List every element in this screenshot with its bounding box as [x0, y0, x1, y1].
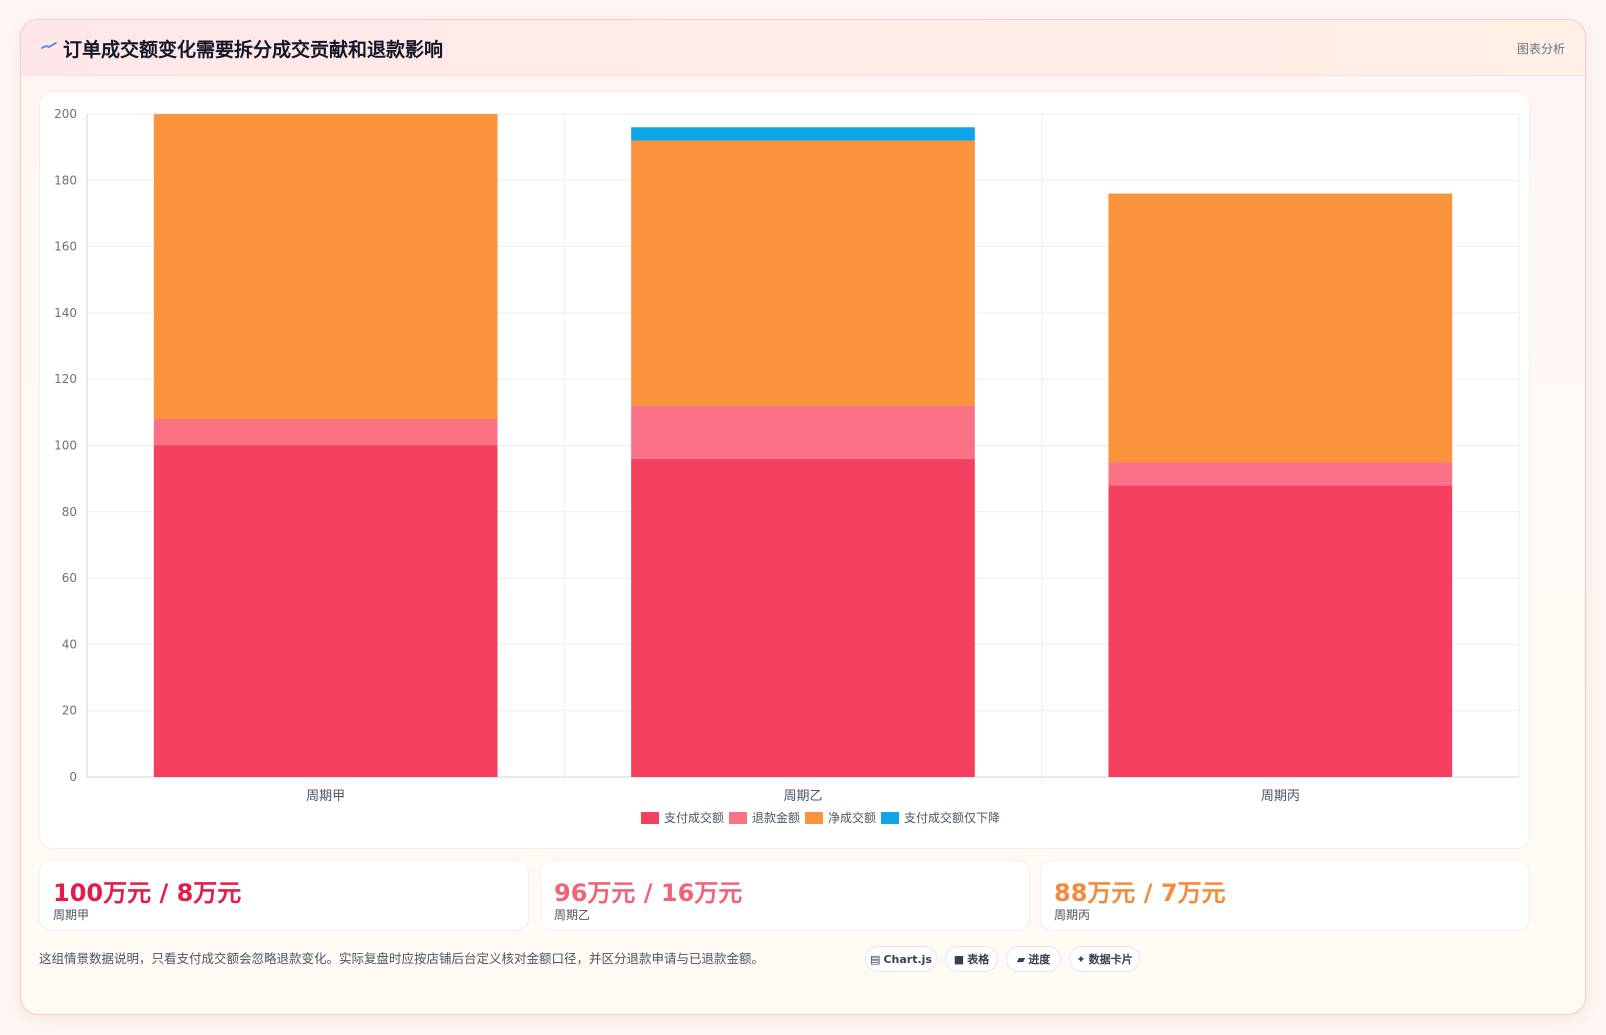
- y-tick-label: 80: [62, 505, 77, 519]
- stat-card-3: 88万元 / 7万元 周期丙: [1040, 860, 1530, 931]
- stat-label: 周期甲: [53, 908, 90, 922]
- footnote: 这组情景数据说明，只看支付成交额会忽略退款变化。实际复盘时应按店铺后台定义核对金…: [39, 951, 765, 966]
- bar-segment: [1108, 193, 1453, 463]
- stat-label: 周期乙: [554, 908, 591, 922]
- chip-label: 表格: [967, 953, 990, 966]
- progress-icon: ▰: [1016, 952, 1026, 966]
- bar-segment: [631, 140, 975, 406]
- wave-icon: [41, 42, 57, 49]
- stat-value: 88万元 / 7万元: [1054, 879, 1226, 907]
- bar-segment: [153, 445, 498, 777]
- legend-swatch: [729, 812, 747, 824]
- chart-icon: ▤: [870, 952, 881, 966]
- y-tick-label: 200: [54, 107, 77, 121]
- legend-swatch: [641, 812, 659, 824]
- legend-label: 支付成交额: [664, 810, 724, 825]
- y-tick-label: 140: [54, 306, 77, 320]
- chip-progress[interactable]: ▰ 进度: [1006, 946, 1061, 972]
- stacked-bar-chart: 0 20 40 60 80 100 120 140 160 180 200 周期甲 周期乙 周期丙支付成交…: [54, 107, 1520, 825]
- table-icon: ■: [953, 952, 965, 966]
- bar-segment: [631, 127, 975, 141]
- chart-card: 0 20 40 60 80 100 120 140 160 180 200 周期甲 周期乙 周期丙支付成交…: [39, 91, 1530, 849]
- chip-label: 数据卡片: [1088, 953, 1133, 966]
- stat-value: 100万元 / 8万元: [53, 879, 242, 907]
- stat-card-1: 100万元 / 8万元 周期甲: [39, 860, 529, 931]
- bar-segment: [1108, 462, 1453, 486]
- y-tick-label: 180: [54, 173, 77, 187]
- y-tick-label: 100: [54, 439, 77, 453]
- x-tick-label: 周期甲: [306, 789, 345, 804]
- chip-chartjs[interactable]: ▤ Chart.js: [865, 946, 937, 972]
- y-tick-label: 160: [54, 240, 77, 254]
- chip-label: 进度: [1028, 953, 1051, 966]
- chip-label: Chart.js: [883, 952, 932, 966]
- bar-segment: [631, 458, 975, 777]
- x-tick-label: 周期丙: [1261, 789, 1300, 804]
- x-tick-label: 周期乙: [783, 789, 822, 804]
- legend-swatch: [881, 812, 899, 824]
- dashboard-panel: 订单成交额变化需要拆分成交贡献和退款影响 图表分析 0 20 40 60 80 100 12…: [20, 19, 1586, 1015]
- legend-label: 退款金额: [752, 810, 800, 825]
- stat-value: 96万元 / 16万元: [554, 879, 743, 907]
- y-tick-label: 40: [62, 637, 77, 651]
- chart-analysis-tag: 图表分析: [1516, 42, 1565, 56]
- bar-segment: [153, 418, 498, 446]
- legend-label: 净成交额: [828, 810, 876, 825]
- stat-card-2: 96万元 / 16万元 周期乙: [540, 860, 1030, 931]
- legend-swatch: [805, 812, 823, 824]
- sparkle-icon: ✦: [1076, 952, 1086, 966]
- panel-header: 订单成交额变化需要拆分成交贡献和退款影响 图表分析: [21, 20, 1585, 76]
- bar-segment: [631, 405, 975, 459]
- y-tick-label: 0: [69, 770, 77, 784]
- legend-label: 支付成交额仅下降: [904, 810, 1000, 825]
- bar-segment: [153, 114, 498, 419]
- chip-data-card[interactable]: ✦ 数据卡片: [1069, 946, 1140, 972]
- stat-label: 周期丙: [1054, 908, 1091, 922]
- y-tick-label: 120: [54, 372, 77, 386]
- y-tick-label: 60: [62, 571, 77, 585]
- chip-table[interactable]: ■ 表格: [945, 946, 998, 972]
- y-tick-label: 20: [62, 704, 77, 718]
- page-title: 订单成交额变化需要拆分成交贡献和退款影响: [63, 39, 444, 61]
- bar-segment: [1108, 485, 1453, 777]
